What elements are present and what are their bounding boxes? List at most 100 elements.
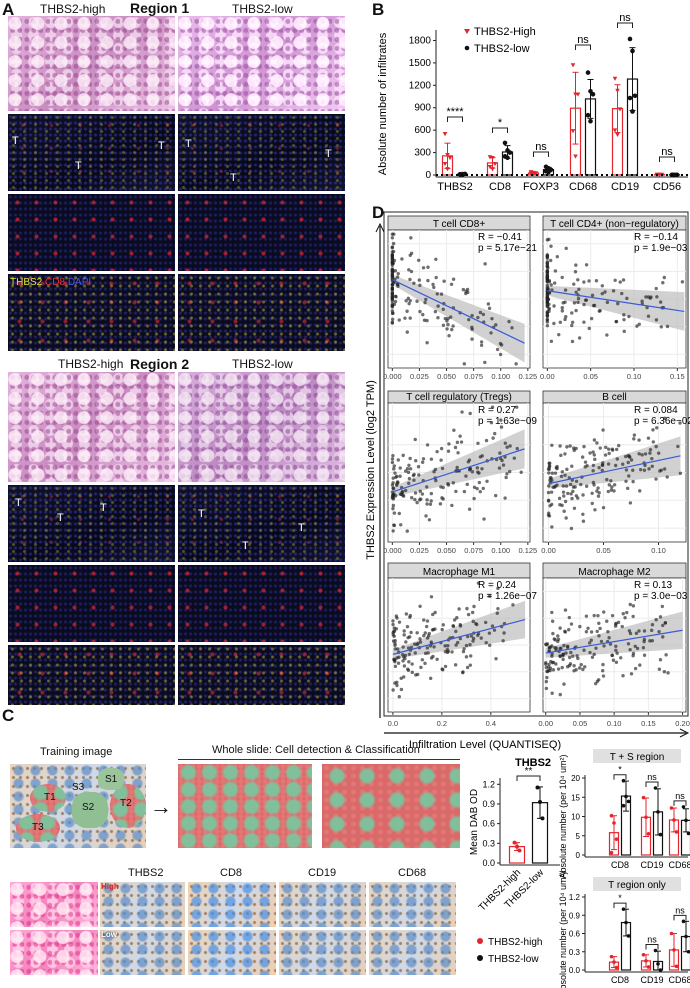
scatter-point (628, 647, 632, 652)
scatter-point (550, 691, 554, 695)
x-tick-label: 0.20 (675, 719, 690, 728)
scatter-point (589, 630, 594, 634)
confidence-band (392, 429, 525, 497)
scatter-point (426, 278, 430, 283)
scatter-point (392, 629, 396, 634)
scatter-point (445, 327, 449, 331)
region2-high-label: THBS2-high (58, 357, 124, 371)
he-image-r1-low (178, 16, 345, 111)
significance-bracket (516, 775, 541, 781)
scatter-point (597, 309, 602, 313)
label-t1: T1 (44, 792, 56, 803)
x-tick-label: 0.050 (437, 546, 456, 555)
x-tick-label: 0.00 (538, 719, 553, 728)
scatter-point (434, 478, 438, 483)
legend-low-marker (464, 45, 470, 51)
y-tick-label: 0 (576, 851, 581, 860)
data-point (621, 907, 626, 911)
scatter-point (427, 631, 431, 636)
label-t2: T2 (120, 798, 132, 809)
scatter-point (572, 282, 576, 286)
scatter-point (546, 499, 551, 503)
scatter-point (409, 496, 414, 500)
scatter-point (484, 438, 489, 443)
scatter-point (547, 309, 551, 314)
scatter-point (550, 443, 554, 447)
y-tick-label: 1500 (409, 58, 432, 69)
scatter-point (447, 442, 451, 446)
scatter-point (391, 529, 395, 533)
scatter-point (603, 290, 607, 294)
scatter-point (478, 310, 483, 315)
x-tick-label: 0.10 (651, 546, 666, 555)
scatter-point (390, 457, 395, 461)
scatter-point (426, 265, 430, 269)
scatter-point (429, 595, 434, 599)
scatter-point (487, 643, 492, 648)
scatter-point (548, 666, 553, 670)
scatter-point (547, 514, 552, 518)
scatter-point (436, 316, 440, 320)
scatter-point (605, 477, 609, 482)
x-tick-label: 0.0 (388, 719, 398, 728)
scatter-point (454, 643, 458, 647)
scatter-point (631, 468, 635, 472)
scatter-point (641, 646, 646, 650)
scatter-point (417, 473, 421, 477)
scatter-point (563, 473, 567, 477)
scatter-point (625, 296, 629, 301)
scatter-point (401, 453, 405, 458)
regression-line (392, 618, 526, 655)
scatter-point (643, 452, 648, 456)
data-point (546, 169, 551, 175)
scatter-point (404, 299, 408, 303)
significance-bracket (673, 800, 687, 806)
scatter-point (432, 470, 436, 474)
facet-title: T cell CD4+ (non−regulatory) (550, 219, 679, 230)
scatter-point (635, 646, 640, 651)
scatter-point (556, 637, 561, 641)
significance-bracket (673, 914, 687, 921)
data-point (570, 129, 576, 134)
tumor-mark: T (298, 522, 305, 534)
scatter-point (593, 508, 597, 512)
tumor-mark: T (242, 540, 249, 552)
scatter-point (392, 464, 397, 468)
confidence-band (545, 611, 683, 658)
tumor-mark: T (158, 140, 165, 152)
scatter-point (550, 471, 555, 475)
scatter-point (402, 655, 406, 659)
scatter-point (558, 320, 563, 325)
scatter-point (583, 298, 588, 302)
scatter-point (418, 489, 422, 493)
scatter-point (604, 445, 608, 450)
scatter-point (601, 461, 605, 465)
scatter-point (642, 653, 647, 657)
scatter-point (454, 489, 458, 494)
data-point (487, 164, 493, 170)
scatter-point (663, 621, 667, 625)
scatter-point (469, 634, 474, 638)
y-tick-label: 1200 (409, 80, 432, 91)
x-tick-label: 0.15 (641, 719, 656, 728)
region1-title: Region 1 (130, 0, 190, 16)
if-cd8-r1-low (178, 194, 345, 271)
significance-label: ns (647, 935, 657, 945)
scatter-point (545, 261, 550, 266)
scatter-point (468, 643, 472, 647)
x-tick-label: 0.10 (627, 372, 642, 381)
scatter-point (648, 639, 652, 643)
scatter-point (610, 653, 614, 658)
scatter-point (561, 484, 566, 488)
scatter-point (393, 664, 398, 669)
if-all-r1-high (8, 274, 175, 351)
scatter-point (593, 457, 597, 462)
scatter-point (577, 336, 582, 340)
arrow-head-icon (375, 222, 385, 233)
scatter-point (400, 489, 405, 494)
scatter-point (476, 441, 480, 445)
scatter-point (408, 299, 412, 303)
scatter-point (403, 488, 408, 493)
scatter-point (454, 629, 458, 634)
scatter-point (545, 304, 550, 308)
